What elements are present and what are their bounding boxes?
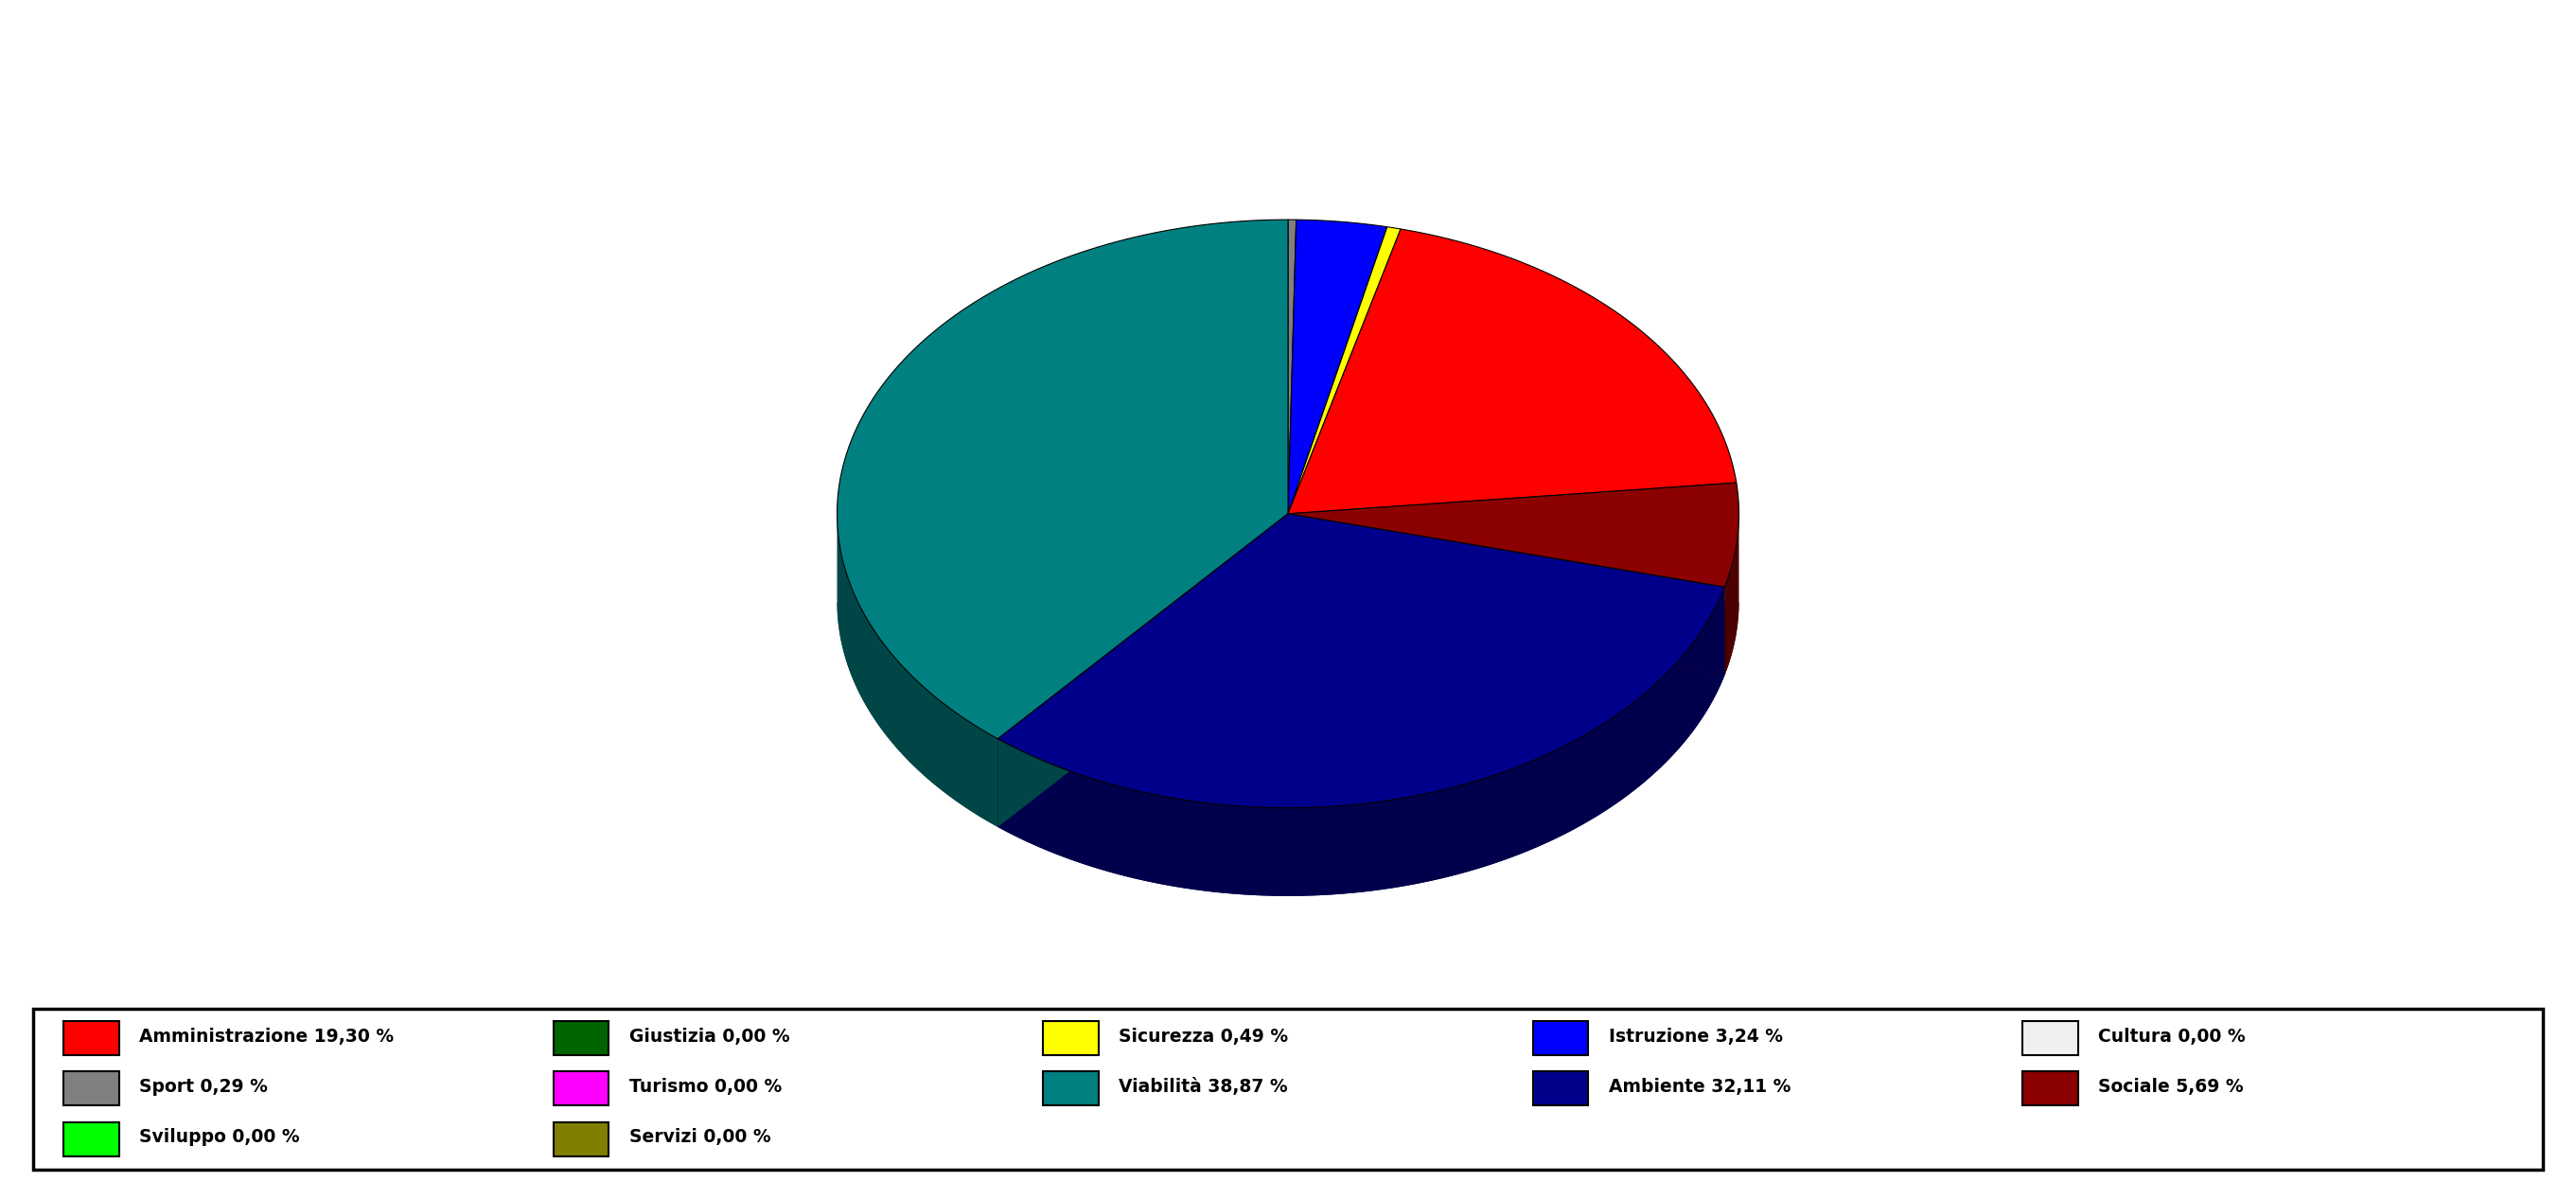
Polygon shape — [997, 602, 1726, 896]
Polygon shape — [837, 602, 1288, 827]
Polygon shape — [1288, 220, 1296, 514]
Text: Turismo 0,00 %: Turismo 0,00 % — [629, 1078, 781, 1096]
Polygon shape — [1288, 602, 1739, 676]
Polygon shape — [1288, 229, 1736, 514]
Polygon shape — [837, 220, 1288, 739]
Bar — [1043, 1020, 1100, 1056]
Polygon shape — [1288, 514, 1726, 676]
Bar — [64, 1122, 118, 1156]
Polygon shape — [837, 515, 997, 827]
Text: Amministrazione 19,30 %: Amministrazione 19,30 % — [139, 1027, 394, 1045]
Polygon shape — [997, 514, 1726, 808]
Text: Giustizia 0,00 %: Giustizia 0,00 % — [629, 1027, 791, 1045]
Text: Servizi 0,00 %: Servizi 0,00 % — [629, 1128, 770, 1147]
Text: Cultura 0,00 %: Cultura 0,00 % — [2099, 1027, 2246, 1045]
Bar — [554, 1122, 608, 1156]
Polygon shape — [997, 514, 1288, 827]
Bar — [64, 1020, 118, 1056]
Polygon shape — [997, 587, 1726, 896]
Text: Ambiente 32,11 %: Ambiente 32,11 % — [1607, 1078, 1790, 1096]
Text: Sviluppo 0,00 %: Sviluppo 0,00 % — [139, 1128, 299, 1147]
Bar — [2022, 1071, 2079, 1105]
Polygon shape — [1288, 483, 1739, 587]
Polygon shape — [1288, 227, 1401, 514]
Bar — [1043, 1071, 1100, 1105]
Text: Sicurezza 0,49 %: Sicurezza 0,49 % — [1118, 1027, 1288, 1045]
Text: Istruzione 3,24 %: Istruzione 3,24 % — [1607, 1027, 1783, 1045]
Bar — [2022, 1020, 2079, 1056]
Text: Sport 0,29 %: Sport 0,29 % — [139, 1078, 268, 1096]
Bar — [554, 1071, 608, 1105]
Bar — [1533, 1071, 1589, 1105]
Polygon shape — [997, 514, 1288, 827]
Polygon shape — [1726, 514, 1739, 676]
Bar — [554, 1020, 608, 1056]
Polygon shape — [1288, 220, 1388, 514]
Bar — [64, 1071, 118, 1105]
Bar — [1533, 1020, 1589, 1056]
Polygon shape — [1288, 514, 1726, 676]
Text: Viabilità 38,87 %: Viabilità 38,87 % — [1118, 1078, 1288, 1096]
Text: Sociale 5,69 %: Sociale 5,69 % — [2099, 1078, 2244, 1096]
